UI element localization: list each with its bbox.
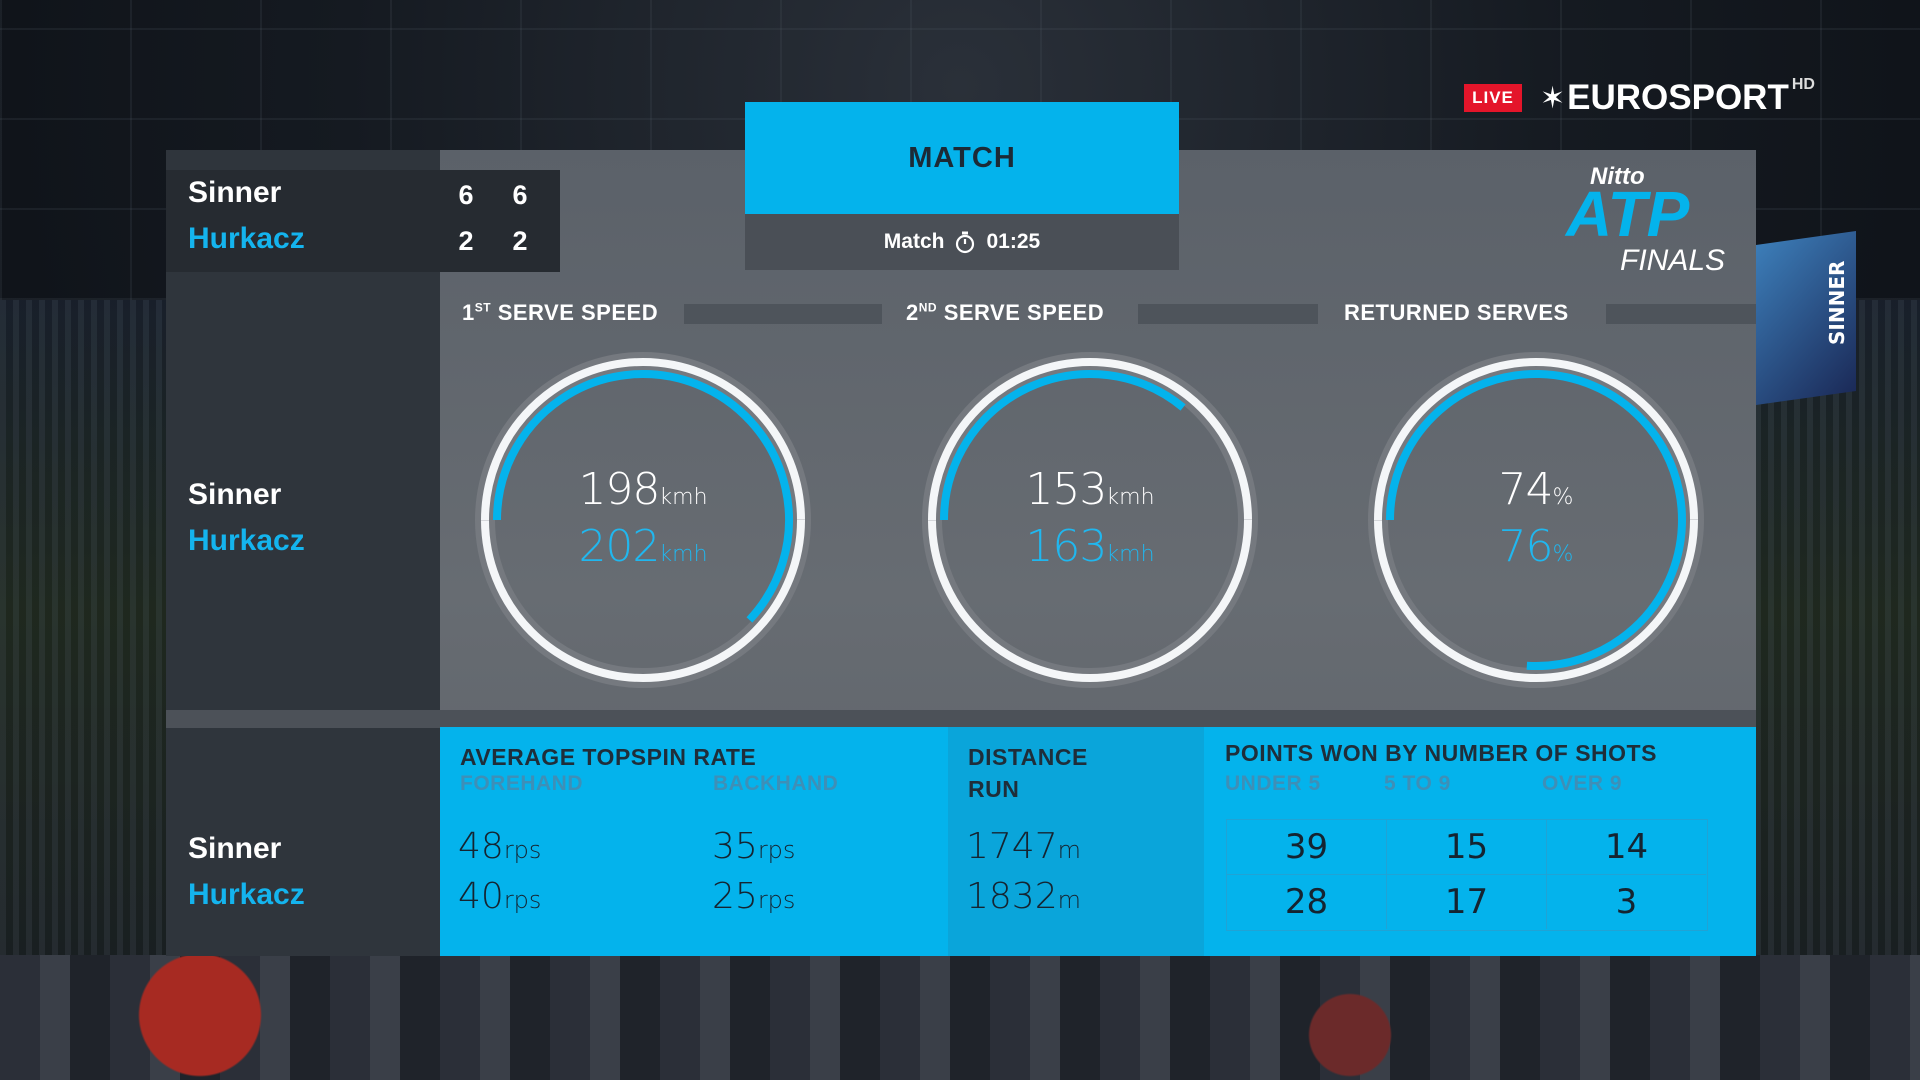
backhand-value-p1: 35rps bbox=[712, 826, 796, 867]
ring-arc-player-2 bbox=[493, 370, 793, 623]
distance-value-p1: 1747m bbox=[966, 826, 1082, 867]
points-column-under-5: UNDER 5 bbox=[1225, 772, 1321, 795]
scoreboard-player-1: Sinner bbox=[188, 176, 282, 209]
ring-arc-player-1 bbox=[1374, 357, 1698, 683]
header-divider bbox=[1606, 304, 1756, 324]
distance-panel bbox=[948, 727, 1204, 956]
match-tab: MATCH bbox=[745, 102, 1179, 214]
stat-title-2nd-serve: 2ND SERVE SPEED bbox=[906, 300, 1105, 325]
distance-title-line2: RUN bbox=[968, 776, 1020, 802]
atp-finals-logo: Nitto ATP FINALS bbox=[1564, 163, 1725, 276]
table-cell: 3 bbox=[1615, 882, 1638, 922]
match-duration: 01:25 bbox=[986, 230, 1041, 253]
ring-gauge-1st-serve bbox=[475, 352, 811, 688]
ring-value-p2: 202kmh bbox=[578, 521, 708, 572]
topspin-title: AVERAGE TOPSPIN RATE bbox=[460, 744, 757, 770]
stat-title-1st-serve: 1ST SERVE SPEED bbox=[462, 300, 659, 325]
backhand-value-p2: 25rps bbox=[712, 876, 796, 917]
set-score: 6 bbox=[458, 180, 474, 210]
jumbotron-text: SINNER bbox=[1825, 260, 1849, 345]
table-cell: 15 bbox=[1387, 820, 1547, 875]
channel-name: EUROSPORT bbox=[1567, 78, 1789, 117]
distance-title-line1: DISTANCE bbox=[968, 744, 1088, 770]
scoreboard bbox=[166, 170, 560, 272]
ring-arc-player-2 bbox=[940, 370, 1186, 521]
match-duration-bar: Match 01:25 bbox=[745, 214, 1179, 270]
match-tab-label: MATCH bbox=[908, 141, 1016, 174]
scoreboard-player-2: Hurkacz bbox=[188, 222, 305, 255]
table-cell: 17 bbox=[1387, 875, 1547, 929]
channel-suffix: HD bbox=[1791, 76, 1815, 93]
match-sub-label: Match bbox=[883, 230, 945, 253]
stopwatch-icon bbox=[956, 231, 975, 254]
points-table: 39 15 14 28 17 3 bbox=[1226, 819, 1708, 931]
ring-player-2: Hurkacz bbox=[188, 524, 305, 557]
ring-arc-player-2 bbox=[1386, 370, 1686, 670]
forehand-value-p1: 48rps bbox=[458, 826, 542, 867]
stat-title-returned-serves: RETURNED SERVES bbox=[1344, 300, 1569, 325]
crowd-foreground bbox=[0, 955, 1920, 1080]
player-name-column bbox=[166, 150, 440, 956]
section-divider bbox=[166, 710, 1756, 728]
ring-value-p1: 74% bbox=[1498, 464, 1574, 515]
ring-player-1: Sinner bbox=[188, 478, 282, 511]
header-divider bbox=[684, 304, 882, 324]
ring-arc-player-1 bbox=[481, 357, 805, 683]
backhand-label: BACKHAND bbox=[713, 772, 839, 795]
table-cell: 39 bbox=[1227, 820, 1387, 875]
forehand-label: FOREHAND bbox=[460, 772, 583, 795]
points-title: POINTS WON BY NUMBER OF SHOTS bbox=[1225, 740, 1657, 766]
ring-value-p2: 76% bbox=[1498, 521, 1574, 572]
table-cell: 14 bbox=[1547, 820, 1706, 875]
logo-brand: Nitto bbox=[1590, 163, 1645, 190]
points-column-5-to-9: 5 TO 9 bbox=[1384, 772, 1451, 795]
distance-value-p2: 1832m bbox=[966, 876, 1082, 917]
channel-logo: ✶ EUROSPORT HD bbox=[1540, 76, 1815, 120]
live-badge: LIVE bbox=[1464, 84, 1522, 112]
bottom-player-1: Sinner bbox=[188, 832, 282, 865]
bottom-player-2: Hurkacz bbox=[188, 878, 305, 911]
ring-gauge-2nd-serve bbox=[922, 352, 1258, 688]
ring-value-p1: 153kmh bbox=[1025, 464, 1155, 515]
table-cell: 28 bbox=[1227, 875, 1387, 929]
ring-value-p2: 163kmh bbox=[1025, 521, 1155, 572]
logo-event: FINALS bbox=[1620, 244, 1725, 276]
header-divider bbox=[1138, 304, 1318, 324]
set-score: 2 bbox=[458, 226, 474, 256]
set-score: 6 bbox=[512, 180, 528, 210]
ring-gauge-returned-serves bbox=[1368, 352, 1704, 688]
logo-name: ATP bbox=[1564, 178, 1690, 250]
forehand-value-p2: 40rps bbox=[458, 876, 542, 917]
set-score: 2 bbox=[512, 226, 528, 256]
ring-value-p1: 198kmh bbox=[578, 464, 708, 515]
points-column-over-9: OVER 9 bbox=[1542, 772, 1623, 795]
eurosport-star-icon: ✶ bbox=[1540, 80, 1566, 116]
ring-arc-player-1 bbox=[928, 357, 1252, 683]
